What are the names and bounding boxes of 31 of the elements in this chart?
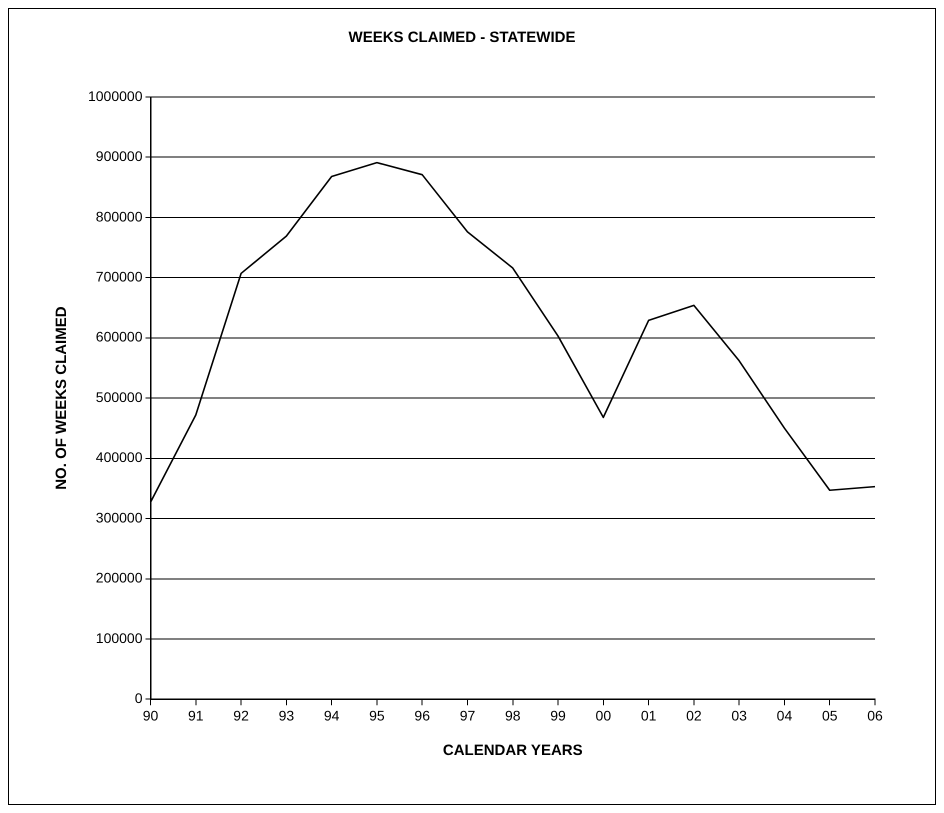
x-tick-label: 02 [686,707,702,724]
y-tick-label: 900000 [96,148,143,164]
x-tick-label: 06 [867,707,883,724]
y-tick-label: 600000 [96,328,143,345]
x-tick-label: 90 [142,707,158,724]
x-tick-label: 92 [233,707,250,724]
x-tick-label: 03 [731,707,748,724]
y-tick-label: 500000 [96,388,143,405]
y-tick-label: 200000 [96,570,143,586]
y-tick-label: 700000 [96,268,143,285]
x-tick-label: 05 [822,707,838,724]
x-tick-label: 95 [369,707,385,724]
x-tick-label: 94 [324,707,340,724]
y-tick-label: 0 [134,690,143,706]
y-tick-label: 400000 [96,449,143,466]
x-axis-title: CALENDAR YEARS [442,742,583,760]
x-tick-label: 91 [188,707,204,724]
y-tick-label: 800000 [96,208,143,224]
y-tick-label: 300000 [96,509,143,526]
y-tick-label: 1000000 [88,88,143,104]
x-tick-label: 93 [278,707,294,724]
x-tick-label: 96 [414,707,430,724]
y-tick-label: 100000 [96,630,143,646]
x-tick-label: 98 [504,707,521,724]
x-tick-label: 99 [550,707,566,724]
x-tick-label: 97 [460,707,476,724]
x-tick-label: 01 [640,707,657,724]
chart-title: WEEKS CLAIMED - STATEWIDE [348,29,576,46]
x-tick-label: 04 [776,707,792,724]
y-axis-title: NO. OF WEEKS CLAIMED [53,306,70,490]
x-tick-label: 00 [596,707,612,724]
